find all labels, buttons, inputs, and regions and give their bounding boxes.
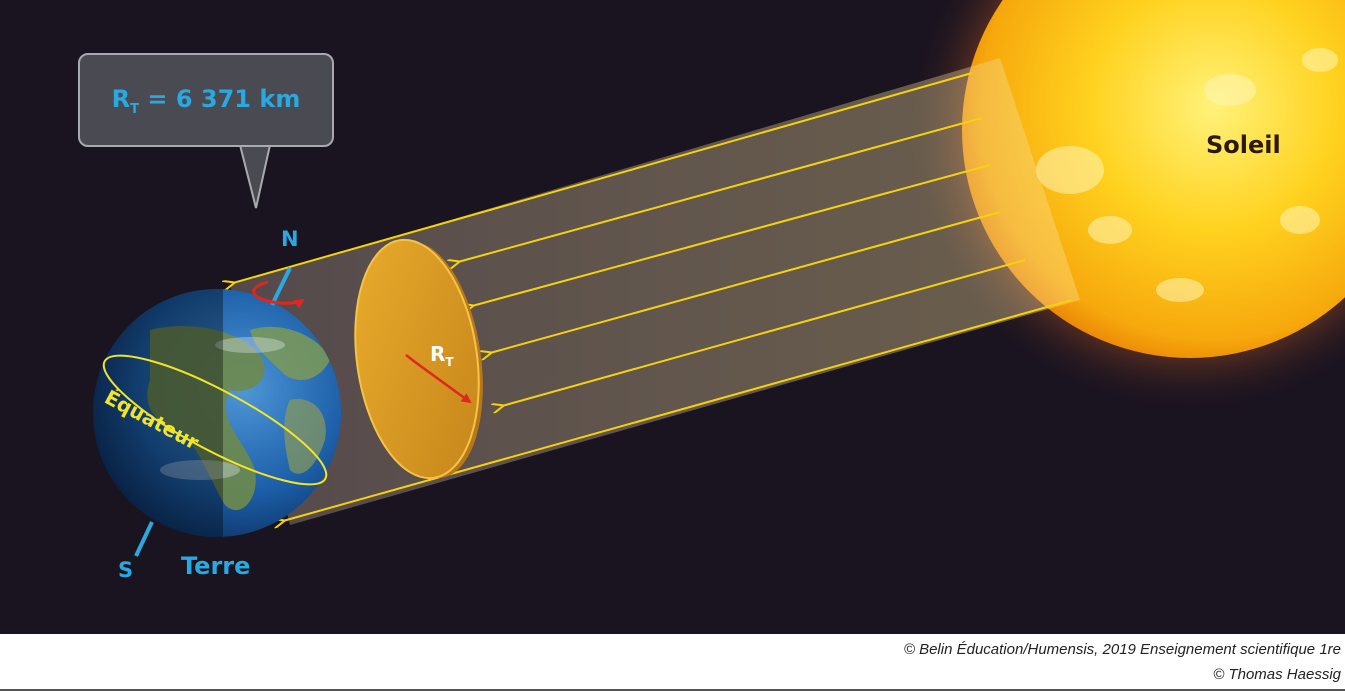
sun-label: Soleil [1206, 131, 1281, 159]
rotation-arrow [252, 280, 305, 309]
disc-radius-arrow [414, 360, 472, 404]
footer: © Belin Éducation/Humensis, 2019 Enseign… [0, 634, 1345, 691]
sun-ray [283, 299, 1073, 521]
radius-bubble: RT = 6 371 km [78, 53, 334, 147]
light-beam [230, 58, 1080, 525]
sun-ray [502, 259, 1026, 406]
disc [354, 238, 480, 480]
bubble-pointer [238, 144, 272, 209]
sun-granulation [1036, 48, 1338, 302]
equator-line [102, 354, 328, 486]
disc-radius-label: RT [430, 342, 454, 369]
footer-rule [0, 689, 1345, 691]
credit-line-2: © Thomas Haessig [1213, 666, 1341, 683]
sun-rays [233, 72, 1073, 521]
radius-value: RT = 6 371 km [111, 85, 301, 117]
disc-radius-tail [405, 354, 416, 363]
sun-ray [472, 164, 991, 306]
earth-label: Terre [181, 552, 251, 580]
credit-line-1: © Belin Éducation/Humensis, 2019 Enseign… [903, 641, 1341, 658]
south-label: S [118, 558, 134, 582]
axis-south [134, 521, 154, 557]
sun-ray [458, 117, 983, 262]
axis-north [270, 267, 292, 306]
north-label: N [281, 227, 299, 251]
sun-ray [233, 72, 973, 283]
diagram-canvas [93, 0, 1345, 557]
sun-ray [490, 211, 1001, 353]
illustration: RT = 6 371 km Soleil Terre N S Équateur … [0, 0, 1345, 634]
